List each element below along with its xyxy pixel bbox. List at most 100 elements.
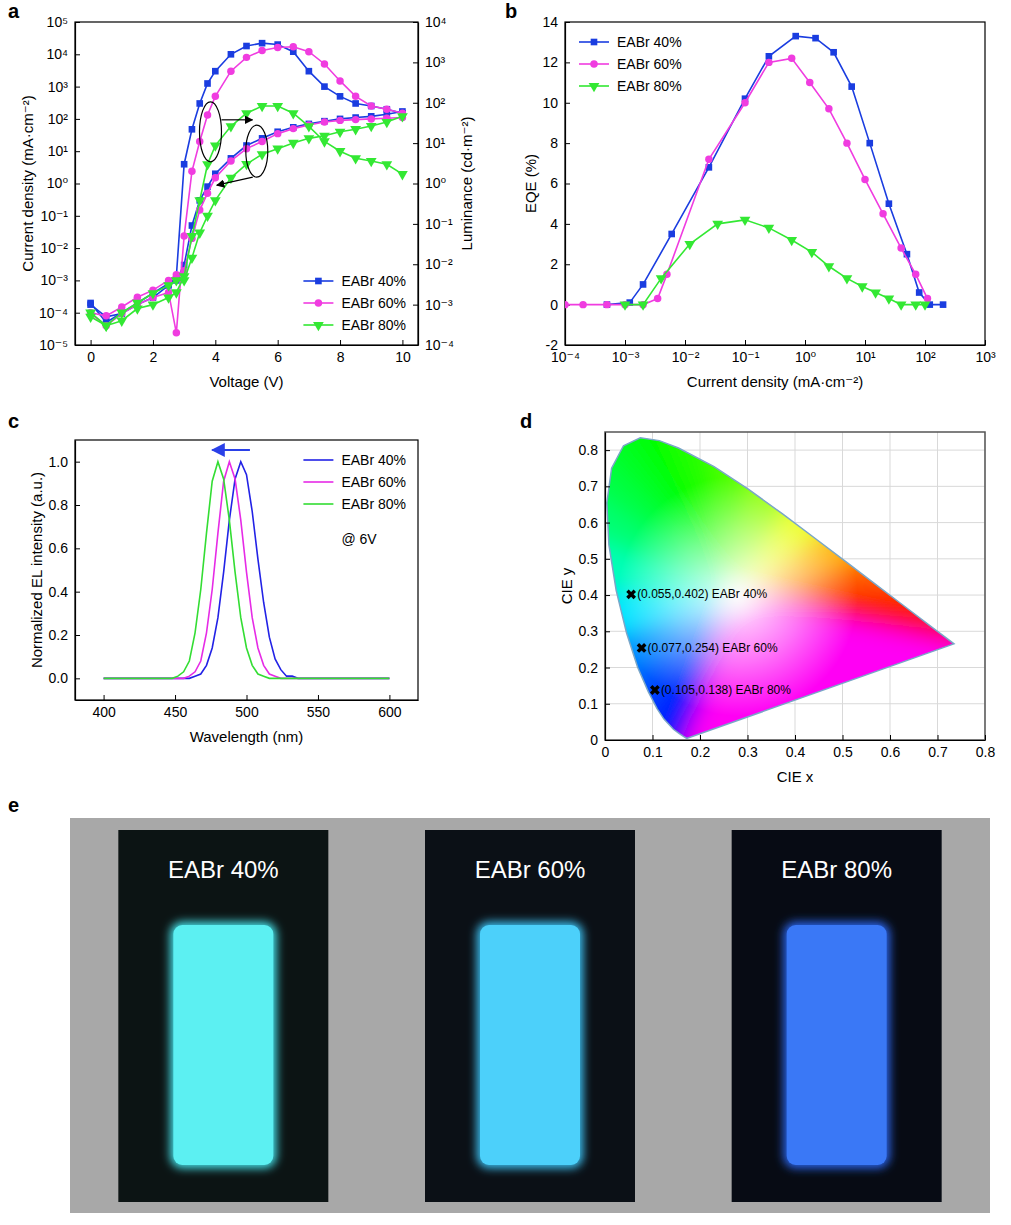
marker	[274, 44, 281, 51]
marker	[187, 233, 198, 242]
legend-entry: EABr 40%	[579, 34, 682, 50]
marker	[384, 106, 391, 113]
marker	[272, 146, 283, 155]
marker	[367, 115, 374, 122]
tick: 0.3	[738, 735, 758, 760]
device-pixel	[480, 925, 580, 1165]
marker	[132, 305, 143, 314]
axis-bottom: 400450500550600	[76, 695, 419, 720]
tick-label: 0.6	[579, 515, 599, 531]
tick-label: 10⁻⁵	[39, 337, 68, 353]
tick-mark	[413, 143, 418, 144]
marker	[321, 83, 328, 90]
tick: 10⁻¹	[413, 216, 453, 232]
tick-label: 0.1	[643, 744, 663, 760]
legend-marker	[315, 278, 322, 285]
tick: 10	[395, 340, 411, 365]
tick-label: 0.4	[49, 584, 69, 600]
tick: 14	[542, 14, 570, 30]
tick: 0	[550, 297, 570, 313]
tick: 4	[550, 216, 570, 232]
panel-letter: b	[505, 0, 517, 22]
tick-label: 0.2	[691, 744, 711, 760]
tick-mark	[402, 340, 403, 345]
marker	[579, 301, 586, 308]
marker	[204, 189, 211, 196]
marker	[101, 323, 112, 332]
marker	[257, 103, 268, 112]
tick: 10⁻³	[40, 272, 80, 288]
legend-label: EABr 60%	[341, 295, 406, 311]
legend-line	[303, 503, 333, 505]
plot-area	[565, 33, 946, 311]
tick-label: 10⁻²	[672, 349, 700, 365]
marker	[842, 275, 853, 284]
marker	[305, 48, 312, 55]
tick-mark	[565, 184, 570, 185]
plot-area	[605, 432, 985, 740]
tick: 0.5	[833, 735, 853, 760]
annotation: @ 6V	[341, 531, 377, 547]
tick-mark	[413, 103, 418, 104]
chart-panel: 024681010⁻⁵10⁻⁴10⁻³10⁻²10⁻¹10⁰10¹10²10³1…	[19, 14, 475, 390]
marker	[870, 289, 881, 298]
marker	[381, 161, 392, 170]
axis-right: 10⁻⁴10⁻³10⁻²10⁻¹10⁰10¹10²10³10⁴	[413, 14, 454, 353]
marker	[684, 241, 695, 250]
tick-mark	[75, 216, 80, 217]
tick: 0.6	[881, 735, 901, 760]
series-line	[625, 220, 925, 305]
marker	[258, 138, 265, 145]
marker	[350, 155, 361, 164]
tick-mark	[605, 668, 610, 669]
tick-label: 0.7	[928, 744, 948, 760]
axis-bottom: 00.10.20.30.40.50.60.70.8	[602, 735, 996, 760]
marker	[352, 100, 359, 107]
tick-mark	[565, 62, 570, 63]
axis-title: EQE (%)	[522, 154, 539, 213]
marker	[202, 213, 213, 222]
marker	[740, 217, 751, 226]
legend-marker	[315, 299, 322, 306]
marker	[288, 140, 299, 149]
tick-mark	[153, 340, 154, 345]
tick-label: 8	[550, 135, 558, 151]
marker	[274, 130, 281, 137]
tick-label: 10	[395, 349, 411, 365]
marker	[210, 197, 221, 206]
tick-mark	[75, 548, 80, 549]
marker	[181, 161, 188, 168]
tick: 0.7	[579, 478, 610, 494]
tick-label: 8	[337, 349, 345, 365]
plot-frame	[605, 432, 985, 740]
marker	[116, 318, 127, 327]
axis-title: Normalized EL intensity (a.u.)	[28, 472, 45, 668]
marker	[368, 103, 375, 110]
gamut-colors	[605, 432, 985, 740]
marker	[336, 77, 343, 84]
tick: 2	[150, 340, 158, 365]
marker	[866, 140, 873, 147]
tick-mark	[605, 631, 610, 632]
tick: 6	[550, 175, 570, 191]
marker	[920, 302, 931, 311]
marker	[879, 210, 886, 217]
tick-label: 2	[150, 349, 158, 365]
marker	[638, 302, 649, 311]
tick-label: 600	[378, 704, 402, 720]
panel-letter: a	[8, 0, 20, 22]
tick: 0.3	[579, 623, 610, 639]
marker	[321, 60, 328, 67]
marker	[383, 106, 390, 113]
tick: 10⁻⁵	[39, 337, 80, 353]
tick: 0.8	[579, 442, 610, 458]
tick-mark	[75, 54, 80, 55]
marker	[603, 301, 610, 308]
tick: 10⁻³	[413, 297, 453, 313]
grid-line	[937, 432, 938, 740]
tick-mark	[685, 340, 686, 345]
axis-line	[76, 700, 419, 701]
point-label: (0.105,0.138) EABr 80%	[661, 683, 791, 697]
axis-left: 00.10.20.30.40.50.60.70.8	[579, 433, 610, 748]
tick: 6	[274, 340, 282, 365]
